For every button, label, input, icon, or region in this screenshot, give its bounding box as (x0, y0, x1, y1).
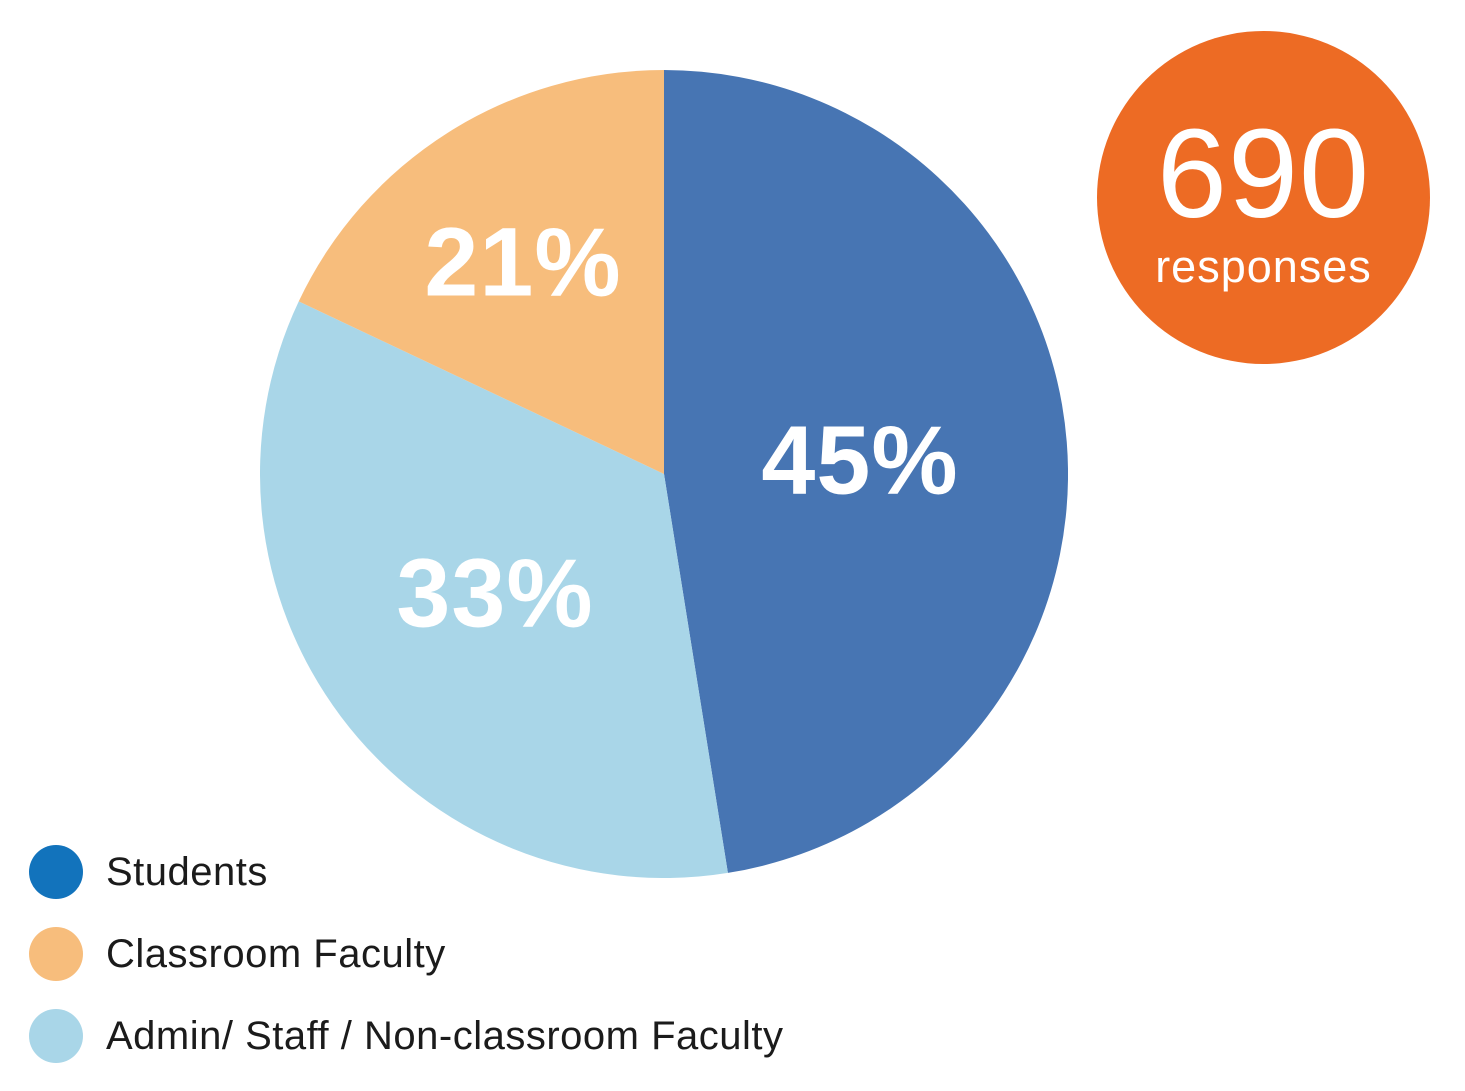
responses-badge: 690 responses (1097, 31, 1430, 364)
badge-caption: responses (1155, 240, 1372, 292)
legend-item-admin-staff: Admin/ Staff / Non-classroom Faculty (29, 1009, 784, 1063)
pie-slice-classroom-faculty (298, 70, 664, 474)
legend-item-students: Students (29, 845, 784, 899)
legend-item-classroom-faculty: Classroom Faculty (29, 927, 784, 981)
pie-slice-admin-staff-non-classroom-faculty (260, 301, 728, 878)
legend-label-classroom-faculty: Classroom Faculty (106, 931, 446, 976)
legend-swatch-admin-staff (29, 1009, 83, 1063)
slice-label-admin-staff: 33% (396, 538, 594, 648)
legend-label-students: Students (106, 849, 268, 894)
pie-slice-students (664, 70, 1068, 873)
badge-count: 690 (1156, 103, 1371, 245)
pie-chart (260, 70, 1068, 878)
slice-label-students: 45% (761, 405, 959, 515)
legend-swatch-students (29, 845, 83, 899)
slice-label-classroom-faculty: 21% (424, 207, 622, 317)
legend-swatch-classroom-faculty (29, 927, 83, 981)
chart-legend: Students Classroom Faculty Admin/ Staff … (29, 845, 784, 1091)
legend-label-admin-staff: Admin/ Staff / Non-classroom Faculty (106, 1013, 784, 1058)
